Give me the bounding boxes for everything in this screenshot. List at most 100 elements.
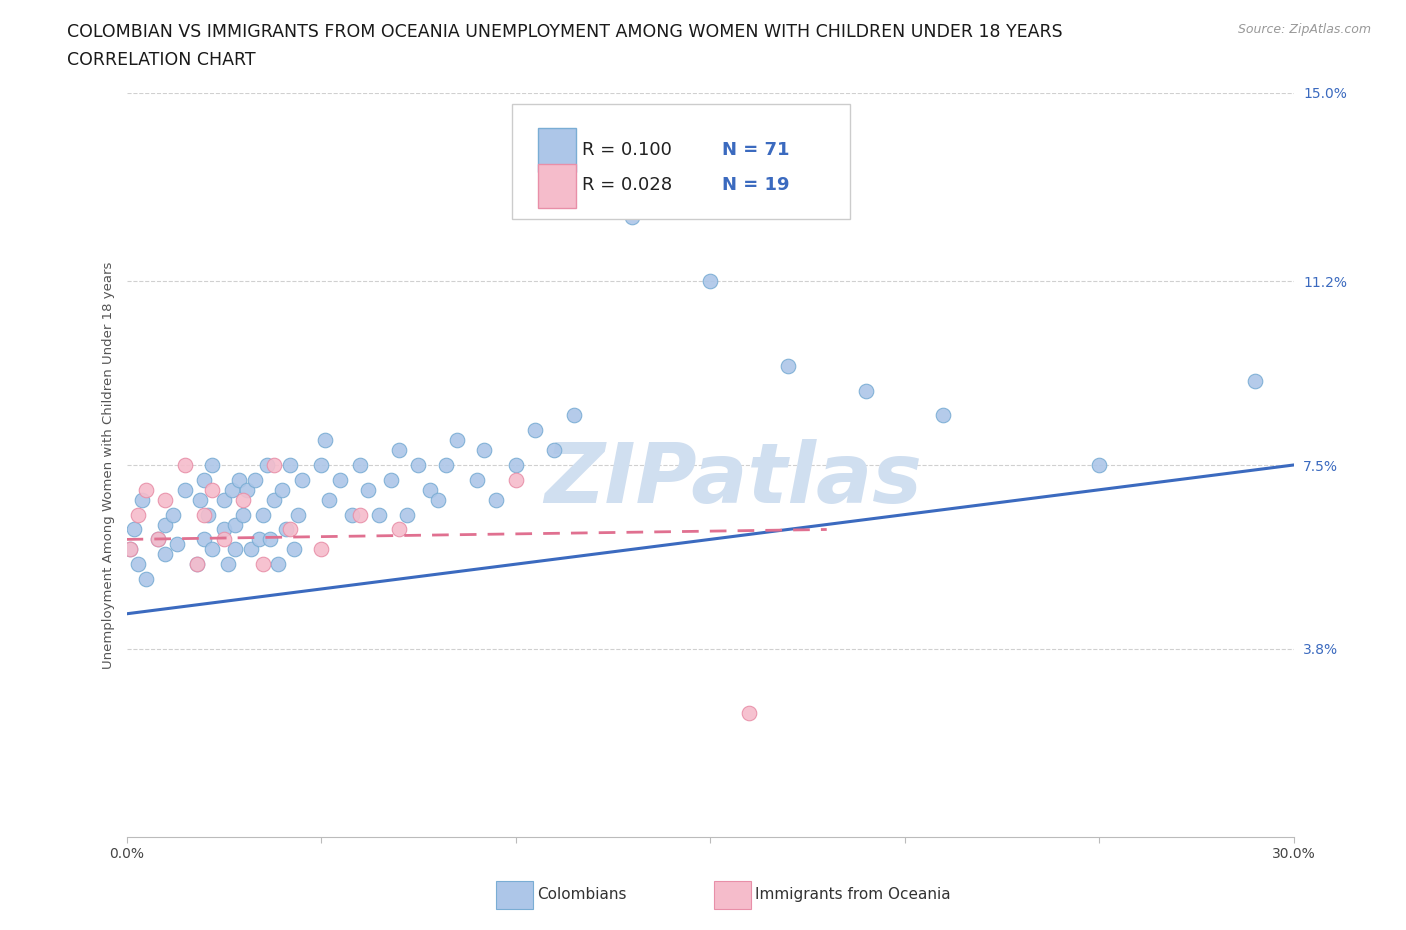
- Point: [212, 532, 235, 547]
- Text: CORRELATION CHART: CORRELATION CHART: [67, 51, 256, 69]
- Text: R = 0.100: R = 0.100: [582, 140, 672, 158]
- Point: [256, 458, 278, 472]
- Point: [309, 458, 332, 472]
- Point: [274, 522, 297, 537]
- Point: [388, 522, 411, 537]
- Point: [738, 706, 761, 721]
- Point: [232, 492, 254, 507]
- Text: Colombians: Colombians: [537, 887, 627, 902]
- Point: [146, 532, 169, 547]
- Point: [155, 547, 177, 562]
- Point: [368, 507, 391, 522]
- Point: [224, 542, 246, 557]
- Text: R = 0.028: R = 0.028: [582, 177, 672, 194]
- Point: [212, 492, 235, 507]
- Point: [155, 517, 177, 532]
- Point: [186, 557, 208, 572]
- Point: [349, 507, 371, 522]
- Point: [474, 443, 496, 458]
- FancyBboxPatch shape: [538, 164, 576, 207]
- Point: [127, 557, 149, 572]
- Point: [395, 507, 418, 522]
- Point: [505, 458, 527, 472]
- Point: [263, 492, 285, 507]
- Point: [247, 532, 270, 547]
- Point: [197, 507, 219, 522]
- Point: [278, 458, 301, 472]
- Point: [855, 383, 877, 398]
- Point: [162, 507, 184, 522]
- Point: [523, 423, 546, 438]
- Point: [259, 532, 281, 547]
- Point: [120, 542, 142, 557]
- Point: [236, 483, 259, 498]
- Point: [217, 557, 239, 572]
- FancyBboxPatch shape: [538, 128, 576, 172]
- Point: [349, 458, 371, 472]
- Point: [186, 557, 208, 572]
- Text: Source: ZipAtlas.com: Source: ZipAtlas.com: [1237, 23, 1371, 36]
- Point: [283, 542, 305, 557]
- Point: [562, 408, 585, 423]
- Text: Immigrants from Oceania: Immigrants from Oceania: [755, 887, 950, 902]
- Point: [267, 557, 290, 572]
- Point: [388, 443, 411, 458]
- Point: [263, 458, 285, 472]
- Point: [240, 542, 263, 557]
- Point: [232, 507, 254, 522]
- Point: [621, 209, 644, 224]
- Point: [155, 492, 177, 507]
- Point: [252, 507, 274, 522]
- Point: [174, 458, 197, 472]
- Point: [201, 458, 224, 472]
- Point: [127, 507, 149, 522]
- Point: [212, 522, 235, 537]
- Point: [271, 483, 294, 498]
- Text: COLOMBIAN VS IMMIGRANTS FROM OCEANIA UNEMPLOYMENT AMONG WOMEN WITH CHILDREN UNDE: COLOMBIAN VS IMMIGRANTS FROM OCEANIA UNE…: [67, 23, 1063, 41]
- Point: [243, 472, 266, 487]
- Point: [329, 472, 352, 487]
- Point: [776, 358, 799, 373]
- Point: [1243, 373, 1265, 388]
- Point: [135, 572, 157, 587]
- Point: [174, 483, 197, 498]
- Point: [318, 492, 340, 507]
- Point: [224, 517, 246, 532]
- Point: [290, 472, 312, 487]
- Point: [228, 472, 250, 487]
- Point: [193, 532, 215, 547]
- Y-axis label: Unemployment Among Women with Children Under 18 years: Unemployment Among Women with Children U…: [103, 261, 115, 669]
- Point: [408, 458, 430, 472]
- Point: [252, 557, 274, 572]
- Point: [543, 443, 565, 458]
- Point: [221, 483, 243, 498]
- Point: [314, 432, 336, 447]
- Point: [166, 537, 188, 551]
- Point: [120, 542, 142, 557]
- Point: [465, 472, 488, 487]
- Point: [193, 472, 215, 487]
- Point: [434, 458, 457, 472]
- Point: [419, 483, 441, 498]
- Point: [932, 408, 955, 423]
- Point: [485, 492, 508, 507]
- Point: [124, 522, 146, 537]
- Point: [146, 532, 169, 547]
- FancyBboxPatch shape: [512, 104, 851, 219]
- Point: [287, 507, 309, 522]
- Point: [380, 472, 402, 487]
- Text: N = 71: N = 71: [721, 140, 789, 158]
- Text: ZIPatlas: ZIPatlas: [544, 439, 922, 521]
- Point: [1088, 458, 1111, 472]
- Point: [309, 542, 332, 557]
- Text: N = 19: N = 19: [721, 177, 789, 194]
- Point: [135, 483, 157, 498]
- Point: [357, 483, 380, 498]
- Point: [193, 507, 215, 522]
- Point: [201, 483, 224, 498]
- Point: [446, 432, 468, 447]
- Point: [278, 522, 301, 537]
- Point: [505, 472, 527, 487]
- Point: [190, 492, 212, 507]
- Point: [699, 274, 721, 289]
